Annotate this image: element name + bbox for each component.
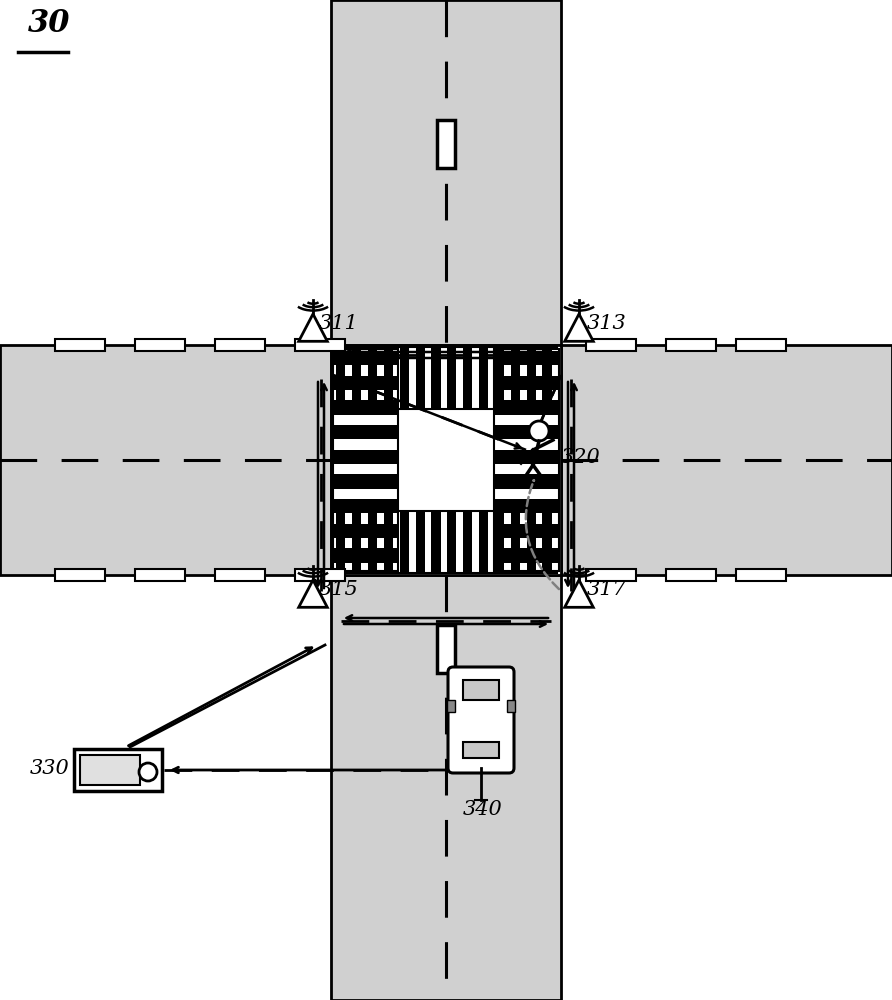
Bar bbox=[368, 511, 377, 573]
Bar bbox=[333, 474, 398, 489]
Bar bbox=[447, 347, 457, 409]
Bar bbox=[384, 511, 393, 573]
Bar bbox=[526, 347, 536, 409]
Circle shape bbox=[139, 763, 157, 781]
Bar bbox=[135, 339, 185, 351]
Bar bbox=[333, 376, 398, 390]
Bar bbox=[215, 339, 265, 351]
Bar bbox=[494, 349, 559, 571]
Bar bbox=[494, 450, 559, 464]
Bar bbox=[74, 749, 162, 791]
Bar bbox=[432, 347, 441, 409]
Polygon shape bbox=[299, 580, 327, 607]
Bar bbox=[352, 347, 361, 409]
Bar bbox=[336, 347, 345, 409]
Bar bbox=[416, 347, 425, 409]
Bar bbox=[333, 499, 398, 513]
Bar bbox=[494, 400, 559, 415]
Text: 30: 30 bbox=[28, 8, 70, 39]
Bar bbox=[333, 349, 398, 571]
Bar bbox=[384, 347, 393, 409]
Bar bbox=[495, 347, 504, 409]
Bar bbox=[333, 548, 398, 563]
Bar bbox=[494, 548, 559, 563]
Bar bbox=[586, 339, 636, 351]
FancyArrowPatch shape bbox=[525, 480, 559, 589]
Bar bbox=[331, 0, 561, 345]
Bar bbox=[80, 755, 140, 785]
Bar bbox=[368, 347, 377, 409]
Bar bbox=[295, 569, 345, 581]
Bar bbox=[463, 742, 499, 758]
Bar bbox=[55, 339, 105, 351]
Text: 315: 315 bbox=[319, 580, 359, 599]
Text: 311: 311 bbox=[319, 314, 359, 333]
Bar bbox=[511, 347, 520, 409]
Text: 330: 330 bbox=[30, 759, 70, 778]
Polygon shape bbox=[565, 314, 593, 341]
Bar bbox=[335, 511, 557, 573]
Bar bbox=[666, 339, 716, 351]
Bar bbox=[416, 511, 425, 573]
Bar bbox=[736, 339, 786, 351]
Text: 320: 320 bbox=[561, 448, 600, 467]
Text: 340: 340 bbox=[463, 800, 503, 819]
Bar bbox=[507, 700, 515, 712]
Bar bbox=[511, 511, 520, 573]
Bar bbox=[400, 347, 409, 409]
Bar bbox=[526, 511, 536, 573]
Bar bbox=[55, 569, 105, 581]
Bar bbox=[432, 511, 441, 573]
FancyBboxPatch shape bbox=[448, 667, 514, 773]
Polygon shape bbox=[299, 314, 327, 341]
Bar bbox=[494, 376, 559, 390]
Bar bbox=[666, 569, 716, 581]
Bar bbox=[494, 425, 559, 439]
Bar bbox=[295, 339, 345, 351]
Bar bbox=[336, 511, 345, 573]
Bar bbox=[437, 625, 455, 673]
Bar bbox=[586, 569, 636, 581]
Bar bbox=[333, 351, 398, 365]
Bar bbox=[463, 347, 473, 409]
Bar bbox=[463, 511, 473, 573]
Bar bbox=[135, 569, 185, 581]
Bar bbox=[333, 524, 398, 538]
Bar bbox=[479, 511, 488, 573]
Bar bbox=[333, 450, 398, 464]
Bar bbox=[333, 425, 398, 439]
Bar bbox=[352, 511, 361, 573]
Bar bbox=[447, 511, 457, 573]
Text: 317: 317 bbox=[587, 580, 627, 599]
Bar bbox=[736, 569, 786, 581]
Bar bbox=[494, 524, 559, 538]
Bar bbox=[215, 569, 265, 581]
Bar bbox=[400, 511, 409, 573]
Bar bbox=[542, 347, 551, 409]
Text: 313: 313 bbox=[587, 314, 627, 333]
Bar bbox=[437, 120, 455, 168]
Bar bbox=[495, 511, 504, 573]
Bar bbox=[561, 345, 892, 575]
Bar bbox=[494, 499, 559, 513]
Bar bbox=[479, 347, 488, 409]
Bar bbox=[542, 511, 551, 573]
Circle shape bbox=[529, 421, 549, 441]
Bar bbox=[463, 680, 499, 700]
Bar bbox=[331, 575, 561, 1000]
Bar bbox=[494, 351, 559, 365]
Bar bbox=[0, 345, 331, 575]
Polygon shape bbox=[565, 580, 593, 607]
Bar bbox=[494, 474, 559, 489]
Bar bbox=[335, 347, 557, 409]
Bar bbox=[333, 400, 398, 415]
Bar bbox=[331, 345, 561, 575]
Bar bbox=[447, 700, 455, 712]
